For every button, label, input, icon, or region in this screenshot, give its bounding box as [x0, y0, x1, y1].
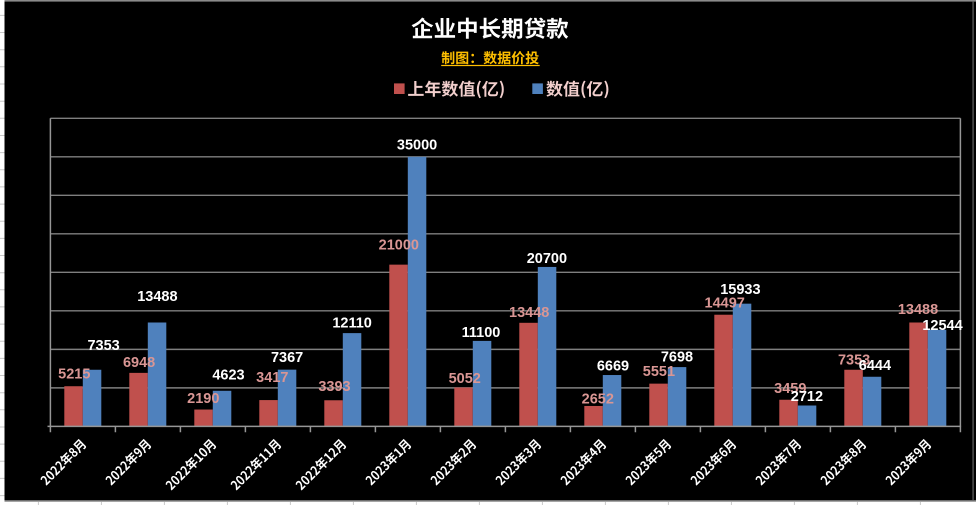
svg-text:3417: 3417 [256, 370, 288, 386]
svg-text:13448: 13448 [509, 305, 549, 321]
svg-text:35000: 35000 [397, 138, 437, 154]
svg-text:2652: 2652 [582, 392, 614, 408]
svg-text:2712: 2712 [791, 389, 823, 405]
svg-text:21000: 21000 [379, 237, 419, 253]
svg-text:20700: 20700 [527, 251, 567, 267]
svg-text:12544: 12544 [922, 318, 962, 334]
svg-text:4623: 4623 [212, 368, 244, 384]
svg-text:3459: 3459 [774, 381, 806, 397]
svg-text:12110: 12110 [332, 315, 372, 331]
svg-text:3393: 3393 [318, 379, 350, 395]
svg-text:13488: 13488 [898, 302, 938, 318]
svg-text:5551: 5551 [643, 364, 675, 380]
svg-text:6948: 6948 [123, 355, 155, 371]
svg-text:11100: 11100 [462, 325, 501, 341]
svg-text:5215: 5215 [58, 367, 90, 383]
svg-text:14497: 14497 [705, 295, 745, 311]
svg-text:13488: 13488 [137, 289, 177, 305]
svg-text:5052: 5052 [449, 371, 481, 387]
svg-text:7353: 7353 [87, 338, 119, 354]
svg-text:6669: 6669 [597, 358, 629, 374]
svg-text:15933: 15933 [720, 282, 760, 298]
svg-text:7353: 7353 [838, 352, 870, 368]
svg-text:7698: 7698 [661, 350, 693, 366]
svg-text:6444: 6444 [859, 358, 891, 374]
svg-text:7367: 7367 [271, 350, 303, 366]
svg-text:2190: 2190 [187, 391, 219, 407]
